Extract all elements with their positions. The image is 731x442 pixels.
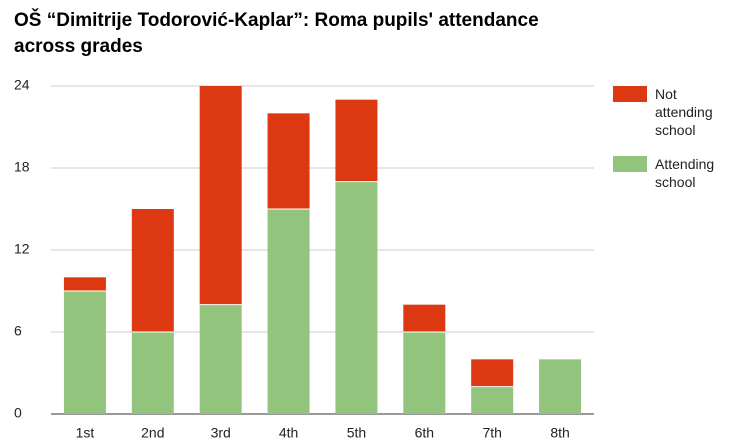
bar-segment (131, 332, 174, 414)
y-tick-label: 18 (14, 159, 30, 175)
legend-label: Not attending school (655, 86, 713, 138)
x-tick-label: 7th (482, 425, 501, 441)
bar-segment (63, 277, 106, 291)
y-tick-label: 12 (14, 241, 30, 257)
x-tick-label: 4th (279, 425, 298, 441)
y-tick-label: 0 (14, 405, 22, 421)
bar-segment (403, 304, 446, 332)
bar-segment (335, 99, 378, 182)
bar-segment (471, 359, 514, 387)
x-tick-label: 6th (415, 425, 434, 441)
chart-title: OŠ “Dimitrije Todorović-Kaplar”: Roma pu… (14, 10, 539, 57)
bar-segment (539, 359, 582, 414)
bar-segment (199, 304, 242, 414)
bar-segment (403, 332, 446, 414)
x-tick-label: 5th (347, 425, 366, 441)
x-tick-label: 8th (550, 425, 569, 441)
y-tick-label: 6 (14, 323, 22, 339)
bar-segment (335, 181, 378, 414)
legend-swatch (613, 86, 647, 102)
bar-segment (63, 291, 106, 414)
y-tick-label: 24 (14, 77, 30, 93)
x-tick-label: 1st (76, 425, 95, 441)
bar-segment (267, 209, 310, 414)
x-tick-label: 2nd (141, 425, 164, 441)
legend-swatch (613, 156, 647, 172)
legend-label: Attending school (655, 156, 715, 190)
bar-segment (471, 386, 514, 414)
bar-segment (199, 86, 242, 305)
x-tick-label: 3rd (211, 425, 231, 441)
bar-segment (267, 113, 310, 209)
bar-segment (131, 209, 174, 332)
